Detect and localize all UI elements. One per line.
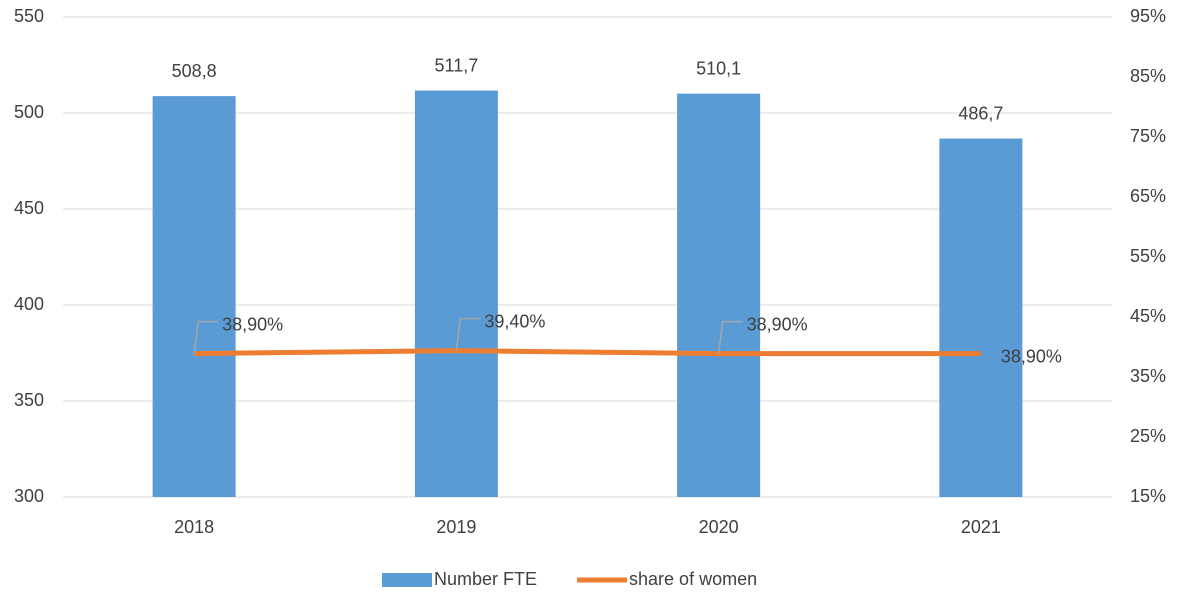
x-tick-label: 2020: [699, 517, 739, 537]
data-label: 39,40%: [484, 311, 545, 331]
y-tick-label: 550: [14, 6, 44, 26]
data-label: 38,90%: [222, 314, 283, 334]
y2-tick-label: 75%: [1130, 126, 1166, 146]
data-label: 510,1: [696, 58, 741, 78]
x-tick-label: 2018: [174, 517, 214, 537]
bar: [677, 93, 761, 497]
bar: [939, 138, 1023, 497]
legend-swatch: [382, 573, 432, 587]
y2-tick-label: 15%: [1130, 486, 1166, 506]
legend-label: Number FTE: [434, 569, 537, 589]
bar: [414, 90, 498, 497]
x-tick-label: 2019: [436, 517, 476, 537]
y2-tick-label: 65%: [1130, 186, 1166, 206]
data-label: 486,7: [958, 103, 1003, 123]
legend-label: share of women: [629, 569, 757, 589]
y2-tick-label: 45%: [1130, 306, 1166, 326]
y-tick-label: 300: [14, 486, 44, 506]
y-tick-label: 500: [14, 102, 44, 122]
y-tick-label: 400: [14, 294, 44, 314]
data-label: 508,8: [172, 61, 217, 81]
y2-tick-label: 85%: [1130, 66, 1166, 86]
leader-line: [193, 320, 219, 354]
data-label: 511,7: [435, 55, 479, 75]
y-tick-label: 350: [14, 390, 44, 410]
y2-tick-label: 35%: [1130, 366, 1166, 386]
x-tick-label: 2021: [961, 517, 1001, 537]
line: [194, 348, 981, 357]
y-tick-label: 450: [14, 198, 44, 218]
leader-line: [717, 320, 743, 354]
data-label: 38,90%: [747, 314, 808, 334]
y2-tick-label: 55%: [1130, 246, 1166, 266]
bar: [152, 96, 236, 497]
data-label: 38,90%: [1001, 346, 1062, 366]
y2-tick-label: 95%: [1130, 6, 1166, 26]
y2-tick-label: 25%: [1130, 426, 1166, 446]
leader-line: [455, 317, 481, 351]
